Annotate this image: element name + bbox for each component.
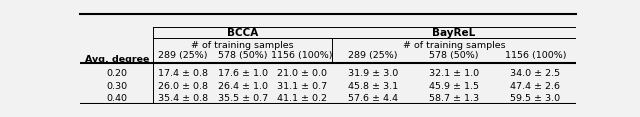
Text: 57.6 ± 4.4: 57.6 ± 4.4 — [348, 94, 397, 103]
Text: BayReL: BayReL — [433, 27, 476, 38]
Text: 34.0 ± 2.5: 34.0 ± 2.5 — [510, 69, 561, 78]
Text: 289 (25%): 289 (25%) — [159, 51, 208, 60]
Text: 1156 (100%): 1156 (100%) — [504, 51, 566, 60]
Text: 47.4 ± 2.6: 47.4 ± 2.6 — [510, 82, 561, 91]
Text: 31.9 ± 3.0: 31.9 ± 3.0 — [348, 69, 398, 78]
Text: 58.7 ± 1.3: 58.7 ± 1.3 — [429, 94, 479, 103]
Text: 0.30: 0.30 — [106, 82, 127, 91]
Text: 35.4 ± 0.8: 35.4 ± 0.8 — [158, 94, 208, 103]
Text: 0.40: 0.40 — [106, 94, 127, 103]
Text: 1156 (100%): 1156 (100%) — [271, 51, 333, 60]
Text: 21.0 ± 0.0: 21.0 ± 0.0 — [277, 69, 327, 78]
Text: 45.9 ± 1.5: 45.9 ± 1.5 — [429, 82, 479, 91]
Text: 26.4 ± 1.0: 26.4 ± 1.0 — [218, 82, 268, 91]
Text: 32.1 ± 1.0: 32.1 ± 1.0 — [429, 69, 479, 78]
Text: # of training samples: # of training samples — [191, 41, 294, 50]
Text: # of training samples: # of training samples — [403, 41, 506, 50]
Text: 0.20: 0.20 — [106, 69, 127, 78]
Text: 31.1 ± 0.7: 31.1 ± 0.7 — [277, 82, 327, 91]
Text: 26.0 ± 0.8: 26.0 ± 0.8 — [158, 82, 208, 91]
Text: 578 (50%): 578 (50%) — [429, 51, 479, 60]
Text: BCCA: BCCA — [227, 27, 259, 38]
Text: 45.8 ± 3.1: 45.8 ± 3.1 — [348, 82, 397, 91]
Text: 578 (50%): 578 (50%) — [218, 51, 268, 60]
Text: 289 (25%): 289 (25%) — [348, 51, 397, 60]
Text: Avg. degree: Avg. degree — [84, 55, 149, 64]
Text: 17.6 ± 1.0: 17.6 ± 1.0 — [218, 69, 268, 78]
Text: 59.5 ± 3.0: 59.5 ± 3.0 — [510, 94, 561, 103]
Text: 17.4 ± 0.8: 17.4 ± 0.8 — [158, 69, 208, 78]
Text: 35.5 ± 0.7: 35.5 ± 0.7 — [218, 94, 268, 103]
Text: 41.1 ± 0.2: 41.1 ± 0.2 — [277, 94, 327, 103]
